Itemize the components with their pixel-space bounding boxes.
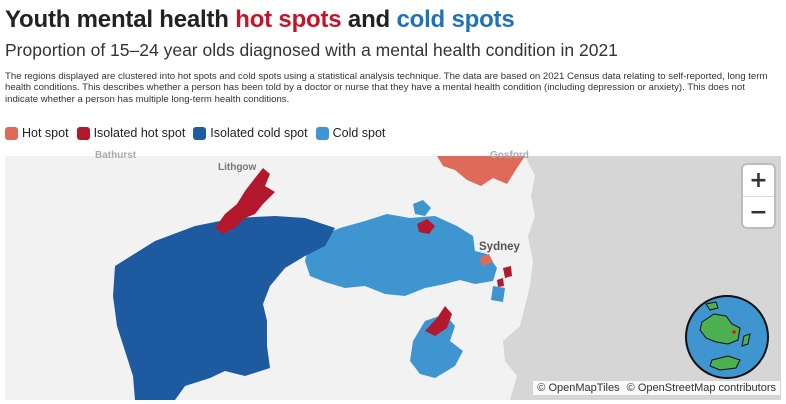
legend-item-isolated-hot-spot: Isolated hot spot	[76, 126, 186, 140]
title-and: and	[341, 6, 397, 33]
region-cold-spot-coast[interactable]	[491, 286, 505, 302]
place-label-sydney: Sydney	[479, 241, 520, 253]
region-hot-spot-gosford[interactable]	[437, 156, 525, 186]
map-attribution: © OpenMapTiles © OpenStreetMap contribut…	[533, 381, 780, 395]
region-isolated-hot-spot-south[interactable]	[425, 306, 452, 336]
title-part1: Youth mental health	[5, 6, 236, 33]
region-isolated-cold-spot[interactable]	[113, 216, 335, 400]
legend-item-hot-spot: Hot spot	[5, 126, 69, 140]
page-subtitle: Proportion of 15–24 year olds diagnosed …	[5, 40, 618, 60]
region-isolated-hot-spot-lithgow[interactable]	[215, 168, 275, 234]
region-isolated-hot-spot-north[interactable]	[417, 219, 435, 234]
legend-swatch-isolated-cold-spot	[193, 126, 207, 140]
legend-label: Cold spot	[332, 126, 386, 140]
map-canvas[interactable]	[5, 156, 781, 400]
zoom-control: + −	[743, 165, 774, 227]
region-cold-spot-north[interactable]	[413, 200, 431, 216]
region-cold-spot-main[interactable]	[305, 214, 497, 296]
legend-label: Isolated cold spot	[210, 126, 308, 140]
legend: Hot spot Isolated hot spot Isolated cold…	[5, 126, 393, 140]
zoom-in-button[interactable]: +	[749, 168, 768, 193]
legend-item-cold-spot: Cold spot	[315, 126, 386, 140]
region-hot-spot-sydney[interactable]	[479, 254, 493, 266]
map-svg	[113, 156, 781, 400]
legend-label: Hot spot	[22, 126, 69, 140]
region-isolated-hot-spot-coast[interactable]	[503, 266, 512, 278]
legend-label: Isolated hot spot	[93, 126, 186, 140]
description-text: The regions displayed are clustered into…	[5, 71, 768, 105]
legend-swatch-cold-spot	[315, 126, 329, 140]
region-cold-spot-south[interactable]	[410, 314, 463, 378]
place-label-bathurst: Bathurst	[95, 150, 137, 161]
zoom-out-button[interactable]: −	[743, 196, 774, 227]
legend-item-isolated-cold-spot: Isolated cold spot	[193, 126, 308, 140]
title-hot-spots: hot spots	[235, 6, 342, 33]
globe-icon[interactable]	[684, 294, 770, 380]
legend-swatch-hot-spot	[5, 126, 18, 140]
legend-swatch-isolated-hot-spot	[76, 126, 90, 140]
place-label-lithgow: Lithgow	[218, 162, 257, 173]
attribution-openstreetmap-link[interactable]: © OpenStreetMap contributors	[626, 382, 776, 394]
place-label-gosford: Gosford	[490, 150, 529, 161]
region-isolated-hot-spot-coast-2[interactable]	[497, 278, 504, 287]
title-cold-spots: cold spots	[396, 6, 515, 33]
attribution-openmaptiles-link[interactable]: © OpenMapTiles	[537, 382, 620, 394]
page-title: Youth mental health hot spots and cold s…	[5, 6, 515, 34]
